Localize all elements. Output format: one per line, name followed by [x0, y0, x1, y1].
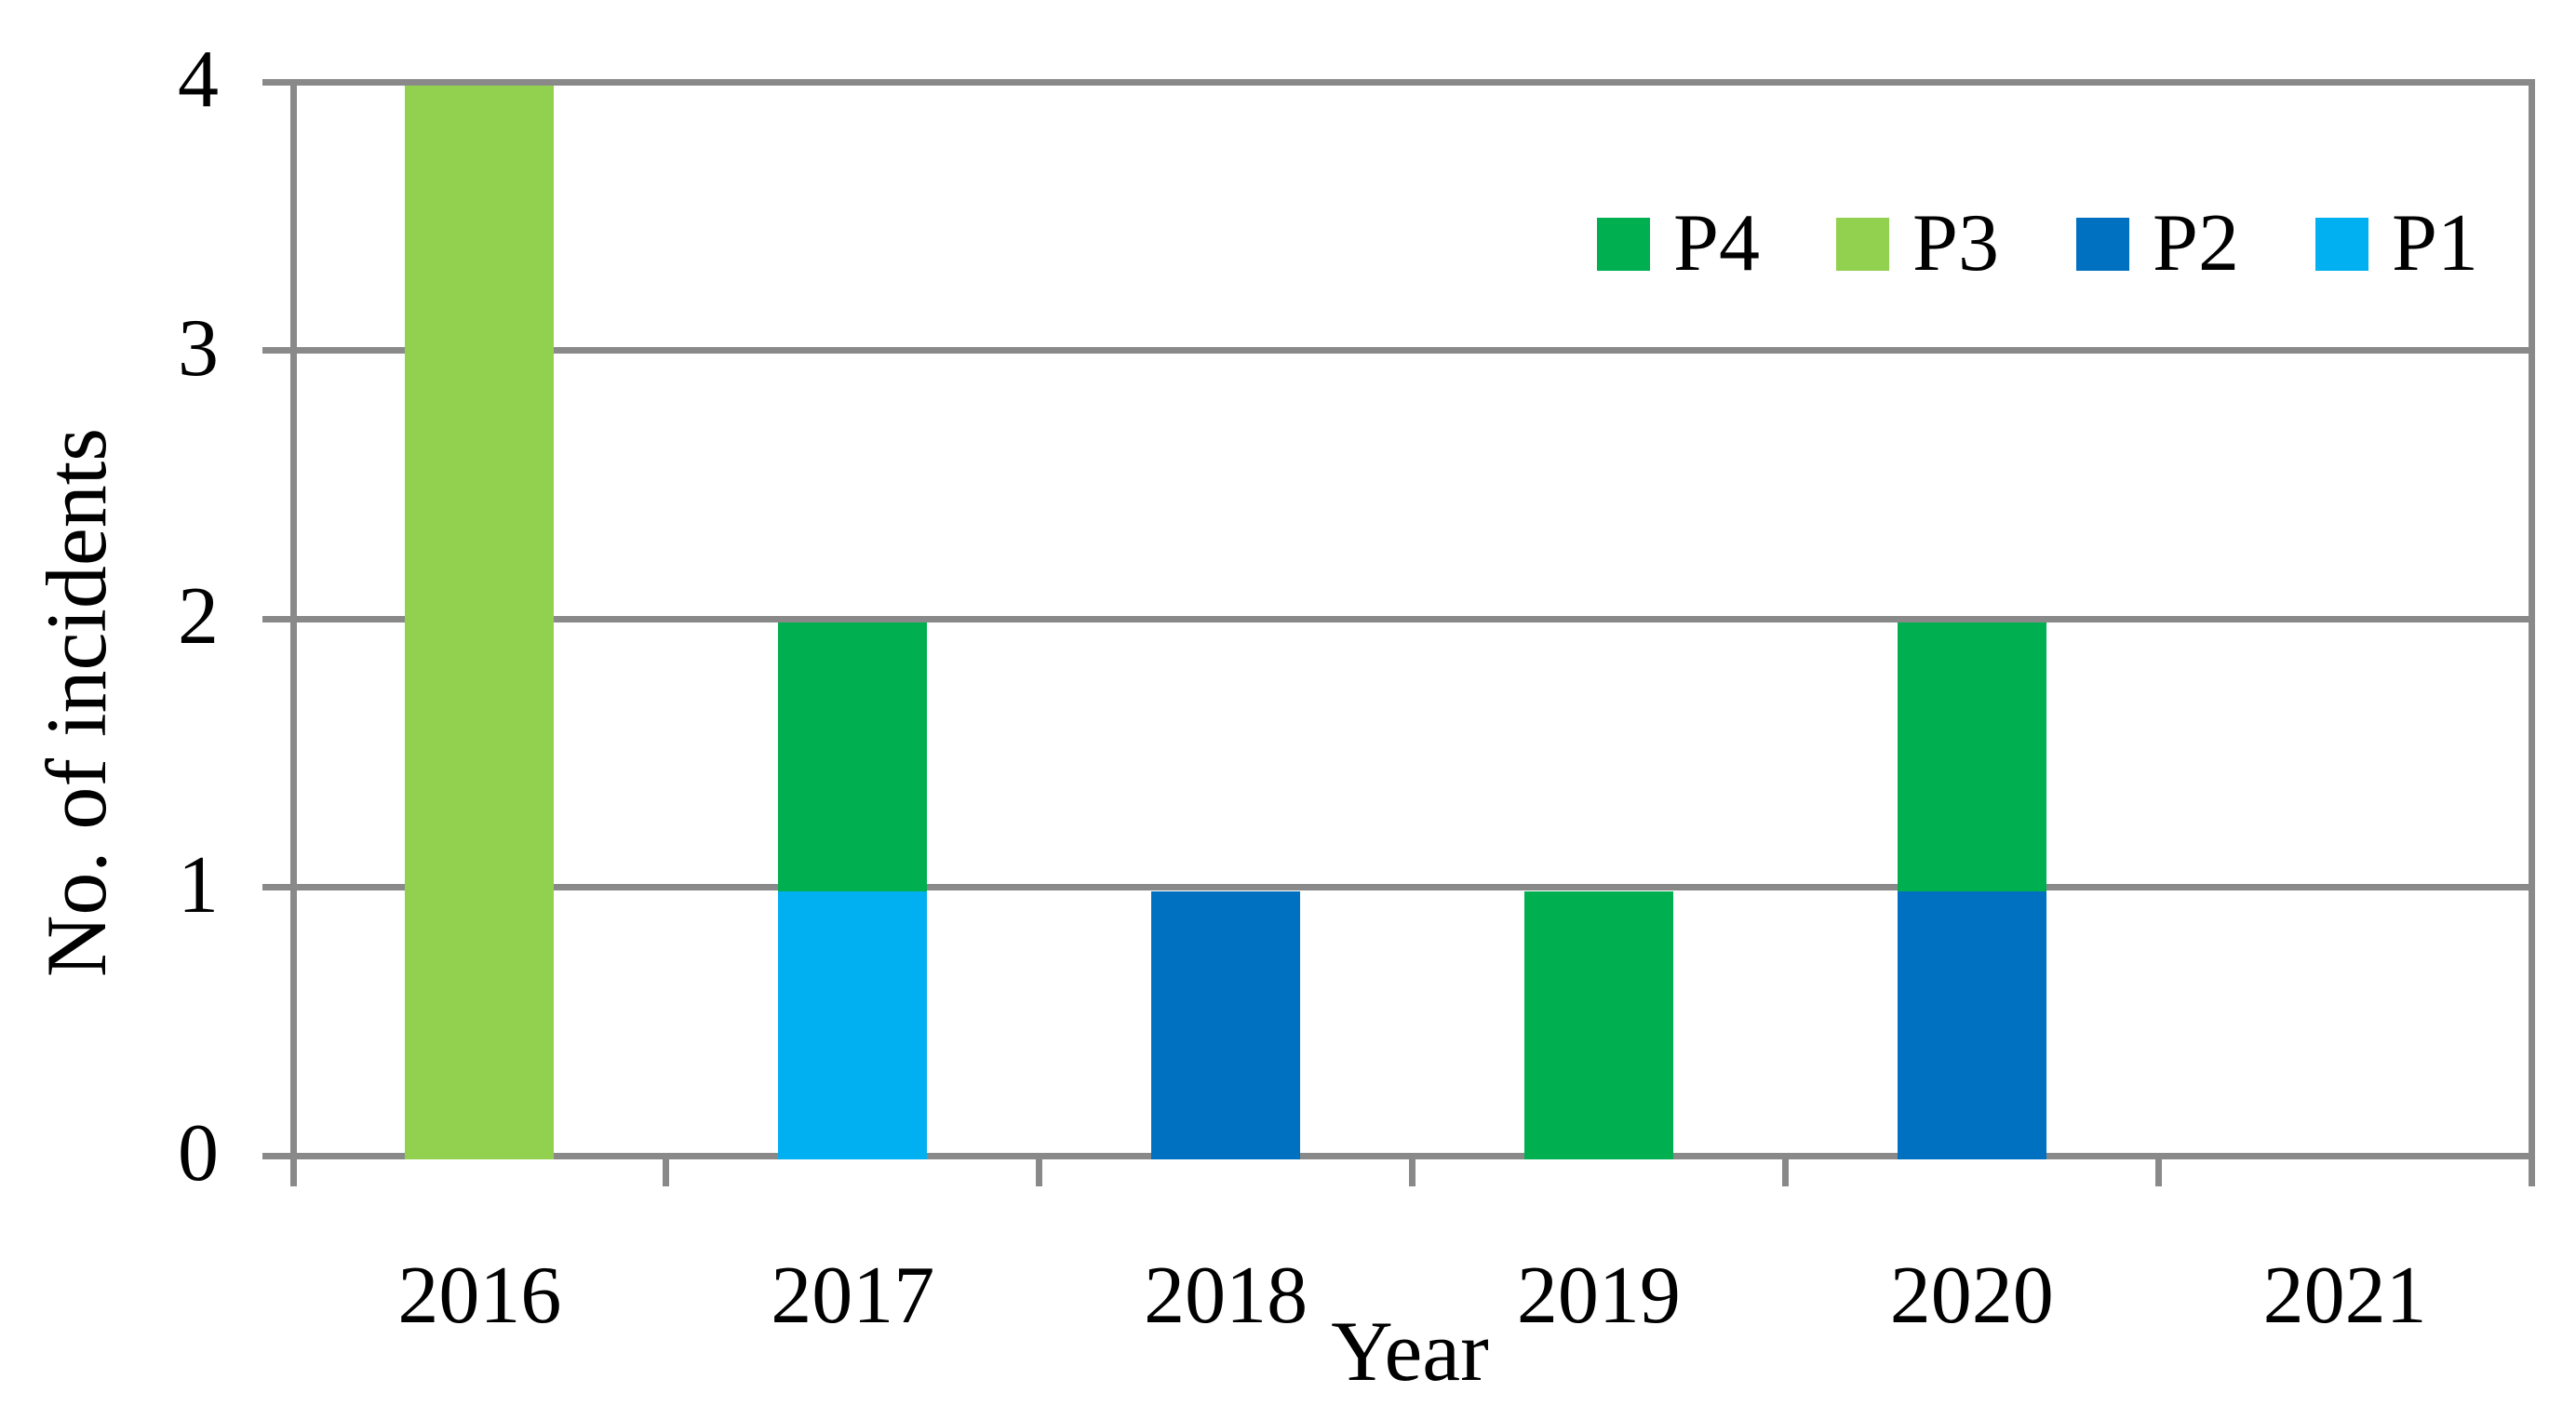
bar-2016-P3: [405, 86, 555, 1159]
y-axis-title: No. of incidents: [29, 427, 124, 978]
legend-item-P3: P3: [1836, 203, 1999, 285]
bar-2020-P4: [1897, 622, 2046, 891]
gridline: [293, 615, 2531, 622]
x-tick-label: 2016: [397, 1251, 562, 1341]
x-axis-title: Year: [1331, 1304, 1489, 1399]
legend-label-P2: P2: [2153, 198, 2239, 288]
y-axis-tick: [262, 78, 290, 86]
x-tick-label: 2020: [1889, 1251, 2054, 1341]
x-axis-tick: [663, 1156, 670, 1186]
x-axis-tick: [2528, 1156, 2535, 1186]
legend-label-P3: P3: [1912, 198, 1999, 288]
legend-item-P1: P1: [2315, 203, 2478, 285]
plot-right-border: [2528, 78, 2535, 1179]
gridline: [293, 884, 2531, 890]
x-axis-tick: [2154, 1156, 2162, 1186]
legend-item-P2: P2: [2076, 203, 2239, 285]
y-axis-tick: [262, 1152, 290, 1159]
y-tick-label: 0: [178, 1108, 219, 1198]
x-axis-tick: [1781, 1156, 1789, 1186]
y-tick-label: 4: [178, 34, 219, 125]
legend-label-P4: P4: [1673, 198, 1760, 288]
legend-swatch-P2: [2076, 217, 2129, 271]
y-axis-tick: [262, 615, 290, 622]
legend-item-P4: P4: [1597, 203, 1760, 285]
gridline: [293, 347, 2531, 354]
gridline: [293, 78, 2531, 86]
x-axis-line: [289, 1152, 2535, 1159]
x-tick-label: 2018: [1144, 1251, 1308, 1341]
y-axis-tick: [262, 347, 290, 354]
bar-2018-P2: [1151, 890, 1301, 1159]
bar-2019-P4: [1523, 890, 1673, 1159]
y-axis-line: [289, 78, 297, 1186]
y-axis-tick: [262, 884, 290, 890]
x-tick-label: 2019: [1516, 1251, 1681, 1341]
x-axis-tick: [1036, 1156, 1043, 1186]
legend-swatch-P1: [2315, 217, 2368, 271]
bar-2020-P2: [1897, 890, 2046, 1159]
legend-swatch-P3: [1836, 217, 1889, 271]
legend-swatch-P4: [1597, 217, 1650, 271]
y-tick-label: 3: [178, 302, 219, 394]
bar-2017-P4: [778, 622, 928, 891]
x-tick-label: 2021: [2262, 1251, 2427, 1341]
bar-2017-P1: [778, 890, 928, 1159]
x-tick-label: 2017: [771, 1251, 935, 1341]
x-axis-tick: [1409, 1156, 1415, 1186]
legend-label-P1: P1: [2392, 198, 2478, 288]
y-tick-label: 1: [178, 839, 219, 930]
y-tick-label: 2: [178, 571, 219, 662]
